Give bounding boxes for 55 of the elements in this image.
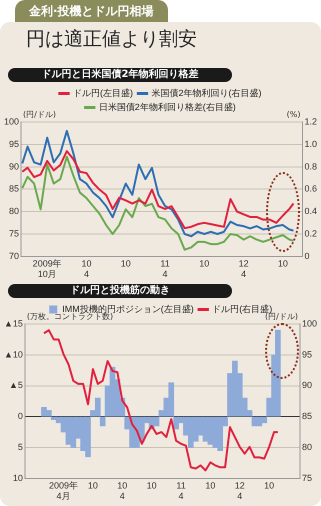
y-tick-label: 85 bbox=[9, 184, 20, 194]
y-tick-label: 5 bbox=[18, 442, 23, 452]
text: 円は適正値より割安 bbox=[26, 27, 197, 52]
y2-axis-title: (%) bbox=[286, 110, 300, 120]
y-tick-label: 80 bbox=[9, 206, 20, 216]
y2-tick-label: 80 bbox=[302, 442, 312, 452]
y2-tick-label: 95 bbox=[302, 349, 312, 360]
x-tick-label: 2009年 10月 bbox=[32, 258, 62, 280]
y-tick-label: 75 bbox=[9, 228, 20, 238]
x-tick-label: 11 4 bbox=[160, 258, 170, 280]
y-tick-label: ▲10 bbox=[4, 349, 23, 360]
y2-tick-label: 100 bbox=[302, 318, 318, 328]
y2-tick-label: 0.8 bbox=[304, 161, 318, 172]
y-tick-label: 0 bbox=[18, 411, 23, 422]
y2-tick-label: 85 bbox=[302, 411, 312, 422]
text: 金利·投機とドル円相場 bbox=[15, 0, 168, 22]
y2-tick-label: 75 bbox=[302, 472, 312, 483]
x-tick-label: 12 4 bbox=[238, 258, 249, 280]
y-tick-label: 90 bbox=[9, 161, 20, 172]
y2-tick-label: 0.4 bbox=[304, 206, 318, 216]
x-tick-label: 10 bbox=[88, 480, 98, 490]
y2-tick-label: 0.2 bbox=[304, 228, 318, 238]
y-tick-label: 70 bbox=[9, 250, 20, 261]
y-tick-label: 10 bbox=[12, 472, 23, 483]
x-tick-label: 2009年 4月 bbox=[49, 480, 78, 502]
x-tick-label: 12 4 bbox=[234, 480, 245, 502]
y2-tick-label: 0 bbox=[304, 250, 310, 261]
y-axis-title: (円/ドル) bbox=[23, 110, 56, 120]
chart-title: ドル円と日米国債2年物利回り格差 bbox=[8, 68, 232, 82]
chart-title: ドル円と投機筋の動き bbox=[8, 284, 232, 298]
x-tick-label: 10 bbox=[205, 480, 216, 490]
y-axis-title: (万枚。コントラクト数) bbox=[26, 312, 114, 322]
y2-tick-label: 90 bbox=[302, 380, 312, 390]
x-tick-label: 10 bbox=[146, 480, 157, 490]
y2-axis-title: (円/ドル) bbox=[265, 312, 298, 322]
bar bbox=[275, 330, 281, 416]
y2-tick-label: 1.2 bbox=[304, 116, 318, 126]
x-tick-label: 10 4 bbox=[81, 258, 92, 280]
y-tick-label: ▲5 bbox=[8, 380, 23, 390]
x-tick-label: 11 4 bbox=[176, 480, 186, 502]
y-tick-label: 100 bbox=[4, 116, 20, 126]
x-tick-label: 10 bbox=[278, 258, 288, 268]
y2-tick-label: 0.6 bbox=[304, 184, 318, 194]
legend-label: 日米国債2年物利回り格差(右目盛) bbox=[98, 102, 236, 112]
x-tick-label: 10 bbox=[120, 258, 131, 268]
y2-tick-label: 1.0 bbox=[304, 138, 318, 149]
x-tick-label: 10 bbox=[199, 258, 210, 268]
legend-label: ドル円(左目盛) bbox=[73, 88, 134, 98]
x-tick-label: 10 4 bbox=[117, 480, 128, 502]
x-tick-label: 10 bbox=[264, 480, 274, 490]
legend-label: ドル円(右目盛) bbox=[212, 304, 272, 314]
legend-label: 米国債2年物利回り(右目盛) bbox=[151, 88, 262, 98]
legend-label: IMM投機的円ポジション(左目盛) bbox=[62, 304, 194, 314]
y-tick-label: 95 bbox=[9, 138, 20, 149]
y-tick-label: ▲15 bbox=[4, 318, 23, 328]
